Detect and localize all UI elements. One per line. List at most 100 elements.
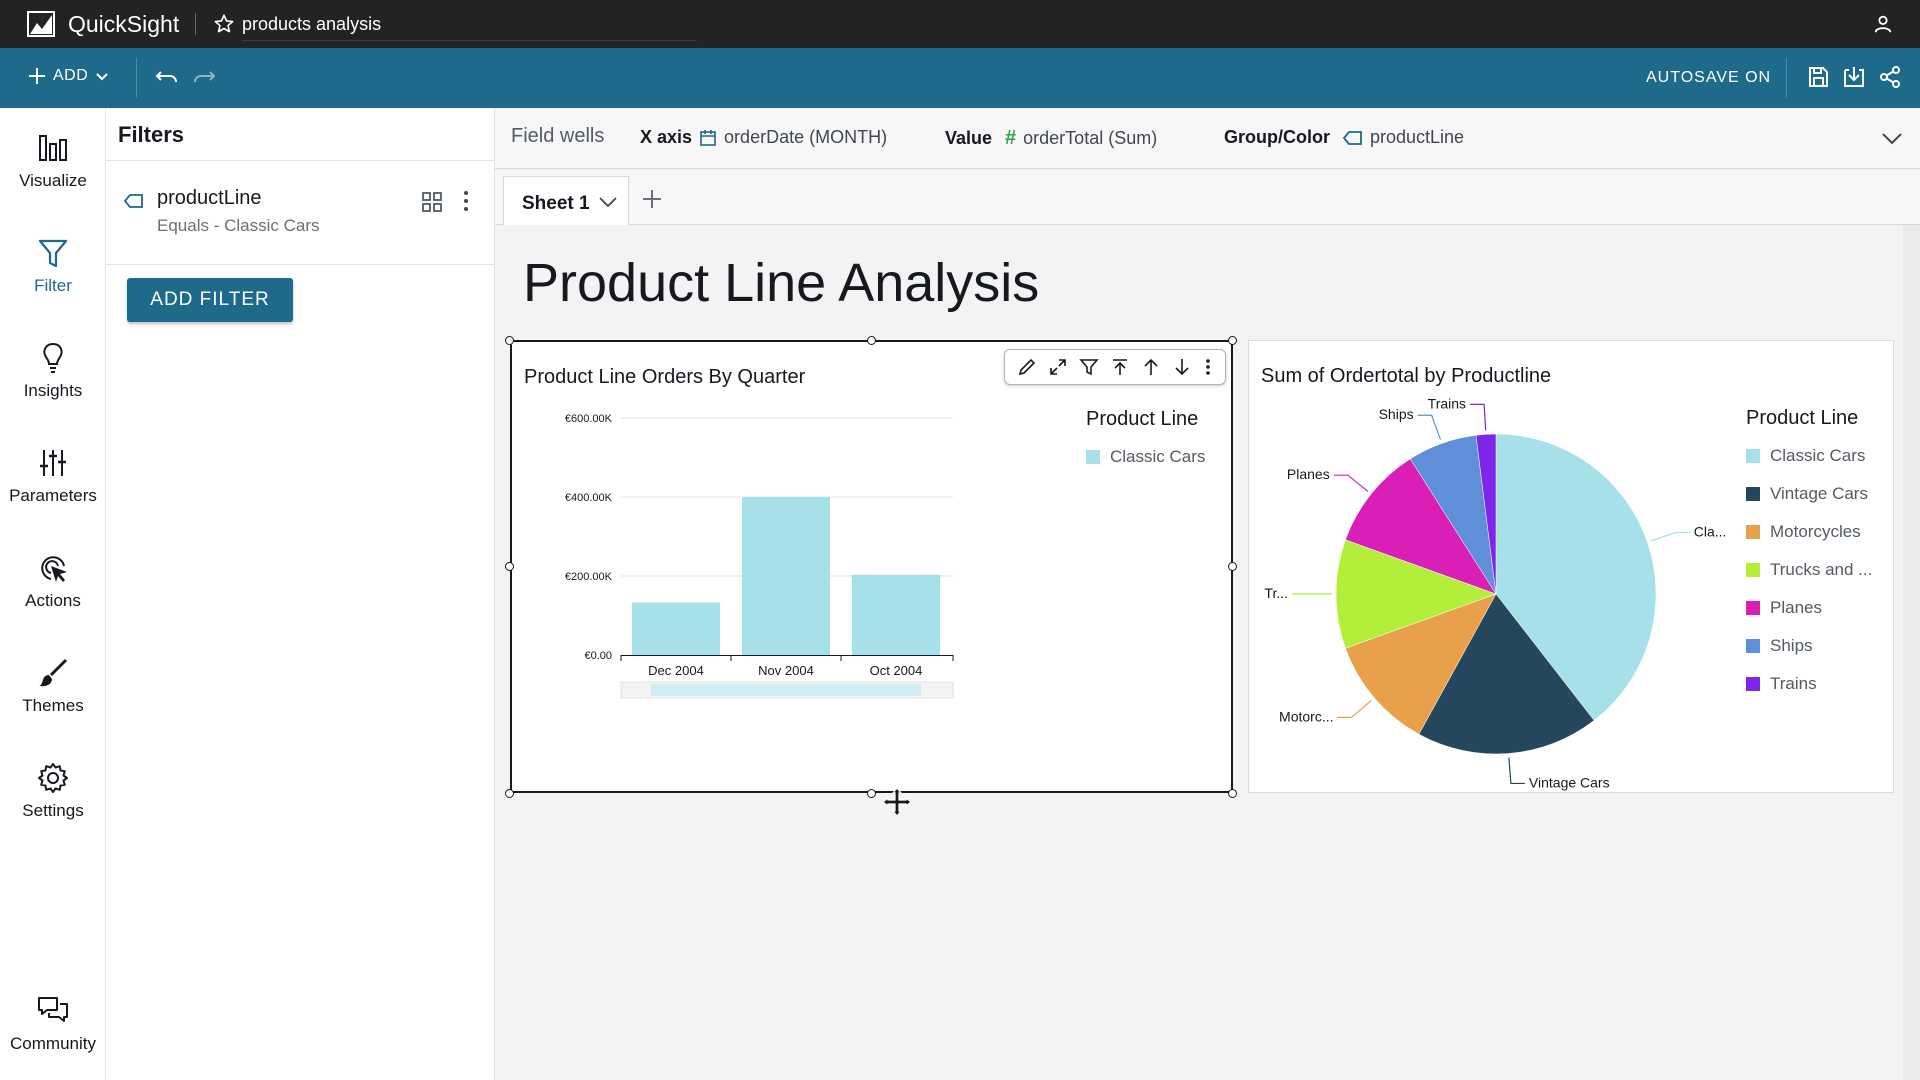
- field-wells-bar[interactable]: Field wells X axis orderDate (MONTH) Val…: [495, 108, 1920, 169]
- pie-slice[interactable]: [1345, 458, 1497, 595]
- filter-field-name: productLine: [157, 187, 262, 209]
- app-brand: QuickSight: [68, 11, 180, 37]
- legend-item[interactable]: Ships: [1746, 636, 1813, 656]
- rail-item-settings[interactable]: Settings: [0, 761, 106, 821]
- more-options-icon[interactable]: [1203, 357, 1213, 377]
- pie-slice[interactable]: [1335, 539, 1497, 649]
- field-wells-label: Field wells: [511, 125, 605, 147]
- add-filter-button[interactable]: ADD FILTER: [127, 278, 293, 322]
- leader-line: [1337, 700, 1372, 718]
- pie-data-label: Cla...: [1694, 523, 1727, 539]
- star-icon[interactable]: [213, 13, 235, 35]
- expand-icon[interactable]: [1048, 357, 1068, 377]
- visual-title: Sum of Ordertotal by Productline: [1261, 365, 1552, 387]
- pie-slice[interactable]: [1418, 593, 1595, 755]
- field-well-x-axis-label: X axis: [640, 127, 693, 147]
- pie-slice[interactable]: [1345, 593, 1497, 735]
- undo-icon[interactable]: [155, 67, 179, 89]
- chevron-down-icon: [96, 73, 108, 81]
- rail-item-actions[interactable]: Actions: [0, 551, 106, 611]
- legend-item[interactable]: Classic Cars: [1086, 447, 1205, 467]
- chevron-down-icon[interactable]: [598, 195, 618, 209]
- user-icon[interactable]: [1872, 13, 1894, 35]
- pie-data-label: Motorc...: [1279, 708, 1333, 724]
- arrow-up-icon[interactable]: [1141, 357, 1161, 377]
- legend-item[interactable]: Trucks and ...: [1746, 560, 1872, 580]
- sliders-icon: [40, 450, 66, 476]
- rail-item-label: Settings: [22, 801, 84, 820]
- legend-item[interactable]: Classic Cars: [1746, 446, 1865, 466]
- resize-handle[interactable]: [1228, 336, 1237, 345]
- pie-data-label: Planes: [1287, 466, 1330, 482]
- y-tick-label: €400.00K: [565, 492, 613, 504]
- bar-chart-visual[interactable]: Product Line Orders By Quarter €0.00 €200…: [510, 340, 1233, 793]
- rail-item-label: Actions: [25, 591, 81, 610]
- rail-item-visualize[interactable]: Visualize: [0, 131, 106, 191]
- y-tick-label: €200.00K: [565, 571, 613, 583]
- filter-item[interactable]: productLine Equals - Classic Cars: [106, 161, 495, 265]
- x-tick-label: Nov 2004: [758, 663, 814, 678]
- field-well-group-label: Group/Color: [1224, 127, 1330, 147]
- bar[interactable]: [742, 497, 830, 655]
- legend-item[interactable]: Planes: [1746, 598, 1822, 618]
- field-well-value[interactable]: Value # orderTotal (Sum): [945, 127, 1157, 150]
- more-options-icon[interactable]: [461, 189, 471, 213]
- move-to-top-icon[interactable]: [1110, 357, 1130, 377]
- analysis-name[interactable]: products analysis: [242, 14, 382, 34]
- rail-item-label: Visualize: [19, 171, 87, 190]
- legend-item[interactable]: Trains: [1746, 674, 1817, 694]
- calendar-icon: [700, 129, 716, 146]
- field-well-group[interactable]: Group/Color productLine: [1224, 127, 1464, 148]
- arrow-down-icon[interactable]: [1172, 357, 1192, 377]
- scrollbar-thumb[interactable]: [651, 684, 921, 696]
- field-well-x-axis[interactable]: X axis orderDate (MONTH): [640, 127, 887, 148]
- rail-item-label: Filter: [34, 276, 72, 295]
- legend-label: Vintage Cars: [1770, 484, 1868, 503]
- resize-handle[interactable]: [505, 789, 514, 798]
- field-well-x-axis-value: orderDate (MONTH): [724, 127, 888, 147]
- legend-item[interactable]: Motorcycles: [1746, 522, 1861, 542]
- pie-slice[interactable]: [1495, 433, 1657, 721]
- share-icon[interactable]: [1878, 65, 1902, 89]
- move-cursor-icon: [882, 787, 912, 817]
- leader-line: [1333, 474, 1369, 492]
- divider: [1786, 58, 1787, 98]
- resize-handle[interactable]: [505, 562, 514, 571]
- visual-title: Product Line Orders By Quarter: [524, 366, 806, 388]
- rail-item-filter[interactable]: Filter: [0, 236, 106, 296]
- pie-slice[interactable]: [1475, 433, 1497, 595]
- redo-icon[interactable]: [192, 67, 216, 89]
- chevron-down-icon[interactable]: [1881, 130, 1903, 146]
- pie-data-label: Tr...: [1264, 585, 1288, 601]
- rail-item-insights[interactable]: Insights: [0, 341, 106, 401]
- resize-handle[interactable]: [867, 336, 876, 345]
- field-well-value-value: orderTotal (Sum): [1023, 128, 1158, 148]
- filter-icon[interactable]: [1079, 357, 1099, 377]
- download-icon[interactable]: [1842, 65, 1866, 89]
- sheet-tabs-bar: Sheet 1: [495, 170, 1920, 226]
- resize-handle[interactable]: [1228, 562, 1237, 571]
- legend-item[interactable]: Vintage Cars: [1746, 484, 1868, 504]
- add-button[interactable]: ADD: [27, 66, 110, 86]
- bar[interactable]: [632, 602, 720, 655]
- rail-item-parameters[interactable]: Parameters: [0, 446, 106, 506]
- sheet-title[interactable]: Product Line Analysis: [523, 253, 1040, 313]
- autosave-status[interactable]: AUTOSAVE ON: [1646, 69, 1772, 86]
- pie-chart: Cla... Vintage Cars Motorc... Tr... Planes Sh…: [1264, 395, 1727, 790]
- rail-item-label: Parameters: [9, 486, 97, 505]
- add-sheet-icon[interactable]: [641, 188, 663, 210]
- resize-handle[interactable]: [505, 336, 514, 345]
- save-icon[interactable]: [1806, 65, 1830, 89]
- x-tick-label: Oct 2004: [870, 663, 923, 678]
- community-link[interactable]: Community: [0, 994, 106, 1054]
- rail-item-label: Themes: [22, 696, 84, 715]
- rail-item-themes[interactable]: Themes: [0, 656, 106, 716]
- resize-handle[interactable]: [1228, 789, 1237, 798]
- edit-pencil-icon[interactable]: [1017, 357, 1037, 377]
- bar[interactable]: [852, 574, 940, 655]
- gear-icon: [38, 763, 68, 793]
- resize-handle[interactable]: [867, 789, 876, 798]
- tab-sheet-1[interactable]: Sheet 1: [503, 176, 629, 226]
- apply-to-visuals-icon[interactable]: [421, 191, 443, 213]
- pie-chart-visual[interactable]: Sum of Ordertotal by Productline Cla... V…: [1248, 340, 1894, 793]
